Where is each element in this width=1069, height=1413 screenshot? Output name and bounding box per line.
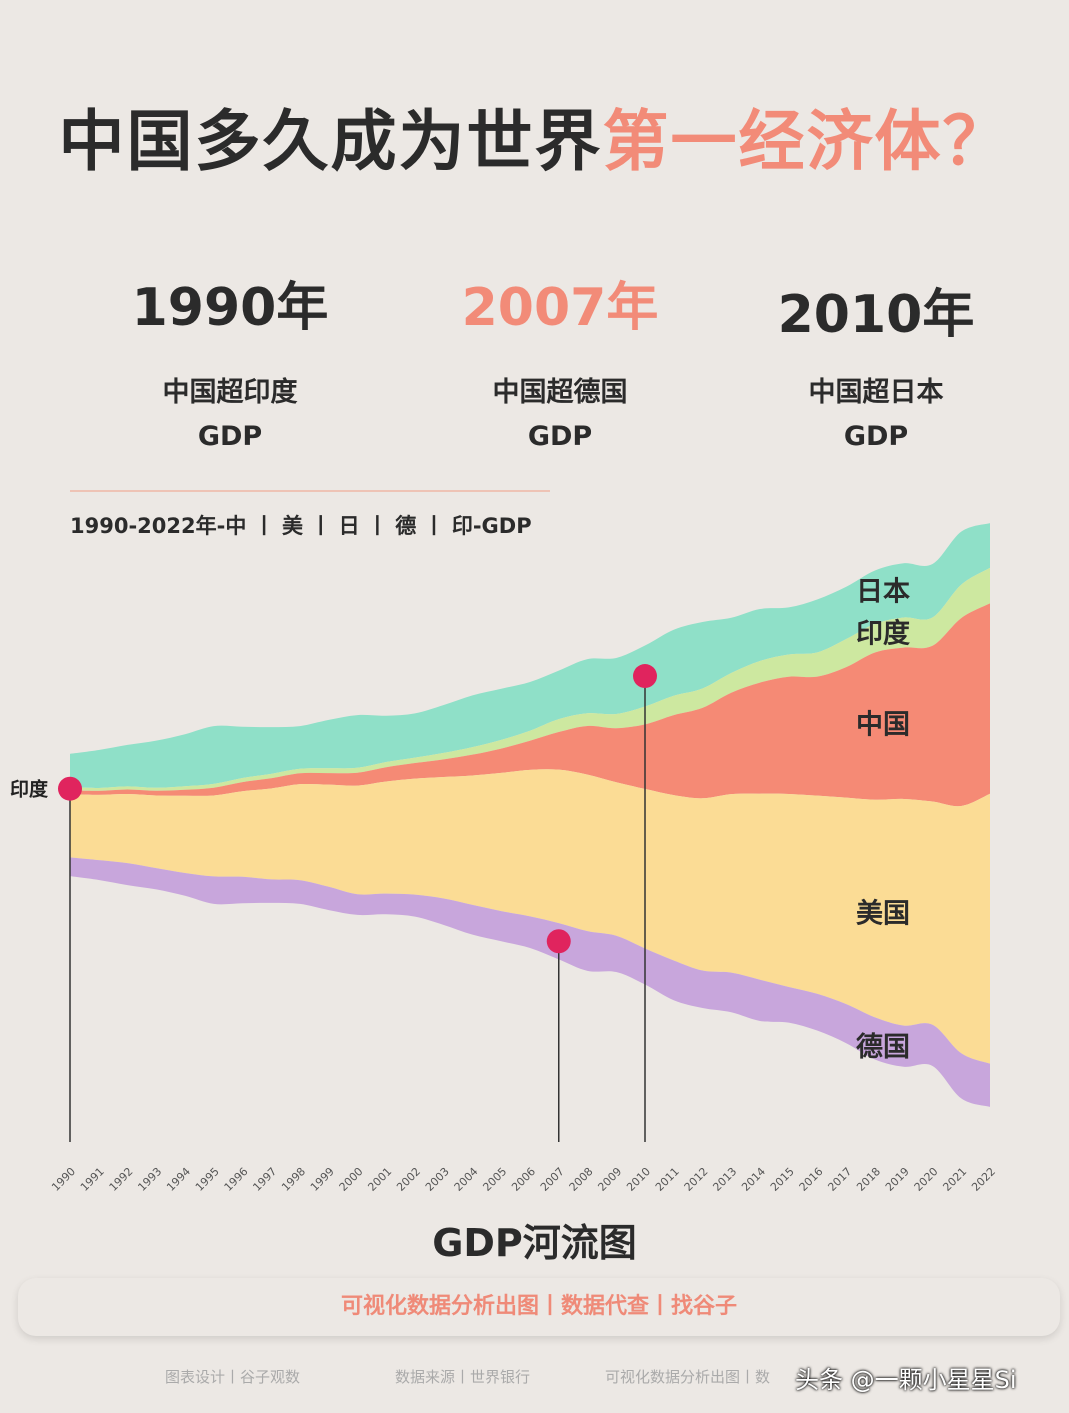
promo-banner[interactable]: 可视化数据分析出图丨数据代查丨找谷子 [18,1278,1060,1336]
stream-中国 [70,603,990,807]
milestone-desc: 中国超德国 [492,377,628,408]
stream-日本 [70,523,990,788]
stream-美国 [70,769,990,1064]
milestone-2010: 2010年 中国超日本 GDP [716,272,1036,452]
stream-德国 [70,857,990,1107]
x-tick-label: 2015 [768,1165,797,1194]
footer-credit: 图表设计丨谷子观数 [165,1368,301,1386]
series-label: 德国 [856,1032,910,1063]
footer-service: 可视化数据分析出图丨数 [605,1368,771,1386]
series-label: 日本 [856,576,910,607]
milestone-1990: 1990年 中国超印度 GDP [70,265,390,452]
title-part1: 中国多久成为世界 [58,103,603,180]
x-tick-label: 2004 [452,1165,481,1194]
x-tick-label: 2021 [940,1165,969,1194]
x-tick-label: 2009 [595,1165,624,1194]
x-tick-label: 1998 [279,1165,308,1194]
x-tick-label: 1994 [164,1165,193,1194]
x-tick-label: 2002 [394,1165,423,1194]
x-tick-label: 2007 [538,1165,567,1194]
x-tick-label: 1996 [222,1165,251,1194]
milestone-desc: 中国超印度 [162,377,298,408]
title-part2: 第一经济体？ [602,103,1011,180]
milestone-unit: GDP [527,421,593,452]
x-tick-label: 1993 [135,1165,164,1194]
x-tick-label: 1997 [250,1165,279,1194]
series-label: 中国 [856,709,910,740]
x-tick-label: 2012 [682,1165,711,1194]
milestone-year: 2010年 [777,285,975,345]
marker-label: 印度 [10,778,49,801]
divider [70,490,550,492]
milestone-desc: 中国超日本 [808,377,944,408]
milestone-unit: GDP [843,421,909,452]
milestone-year: 2007年 [461,278,659,338]
x-tick-label: 2022 [969,1165,998,1194]
milestone-unit: GDP [197,421,263,452]
milestone-year: 1990年 [131,278,329,338]
x-tick-label: 2014 [739,1165,768,1194]
footer-source: 数据来源丨世界银行 [395,1368,531,1386]
marker-dot [546,929,571,954]
series-label: 印度 [856,618,910,650]
x-tick-label: 2017 [825,1165,854,1194]
x-tick-label: 2013 [710,1165,739,1194]
x-tick-label: 2003 [423,1165,452,1194]
x-tick-label: 2011 [653,1165,682,1194]
milestone-2007: 2007年 中国超德国 GDP [400,265,720,452]
chart-title: GDP河流图 [432,1221,637,1265]
x-tick-label: 1999 [308,1165,337,1194]
x-tick-label: 2001 [365,1165,394,1194]
x-tick-label: 2008 [567,1165,596,1194]
x-tick-label: 2019 [883,1165,912,1194]
x-tick-label: 2016 [797,1165,826,1194]
x-tick-label: 1991 [78,1165,107,1194]
marker-dot [633,664,657,689]
marker-dot [58,776,82,801]
chart-subtitle: 1990-2022年-中 丨 美 丨 日 丨 德 丨 印-GDP [70,514,532,538]
watermark: 头条 @一颗小星星Si [795,1366,1017,1394]
series-label: 美国 [856,897,910,929]
x-tick-label: 2010 [624,1165,653,1194]
x-tick-label: 1995 [193,1165,222,1194]
x-tick-label: 2006 [509,1165,538,1194]
x-tick-label: 2018 [854,1165,883,1194]
x-tick-label: 2000 [337,1165,366,1194]
x-tick-label: 1992 [107,1165,136,1194]
page-title: 中国多久成为世界第一经济体？ [0,88,1069,184]
x-tick-label: 2020 [912,1165,941,1194]
x-tick-label: 2005 [480,1165,509,1194]
x-tick-label: 1990 [49,1165,78,1194]
